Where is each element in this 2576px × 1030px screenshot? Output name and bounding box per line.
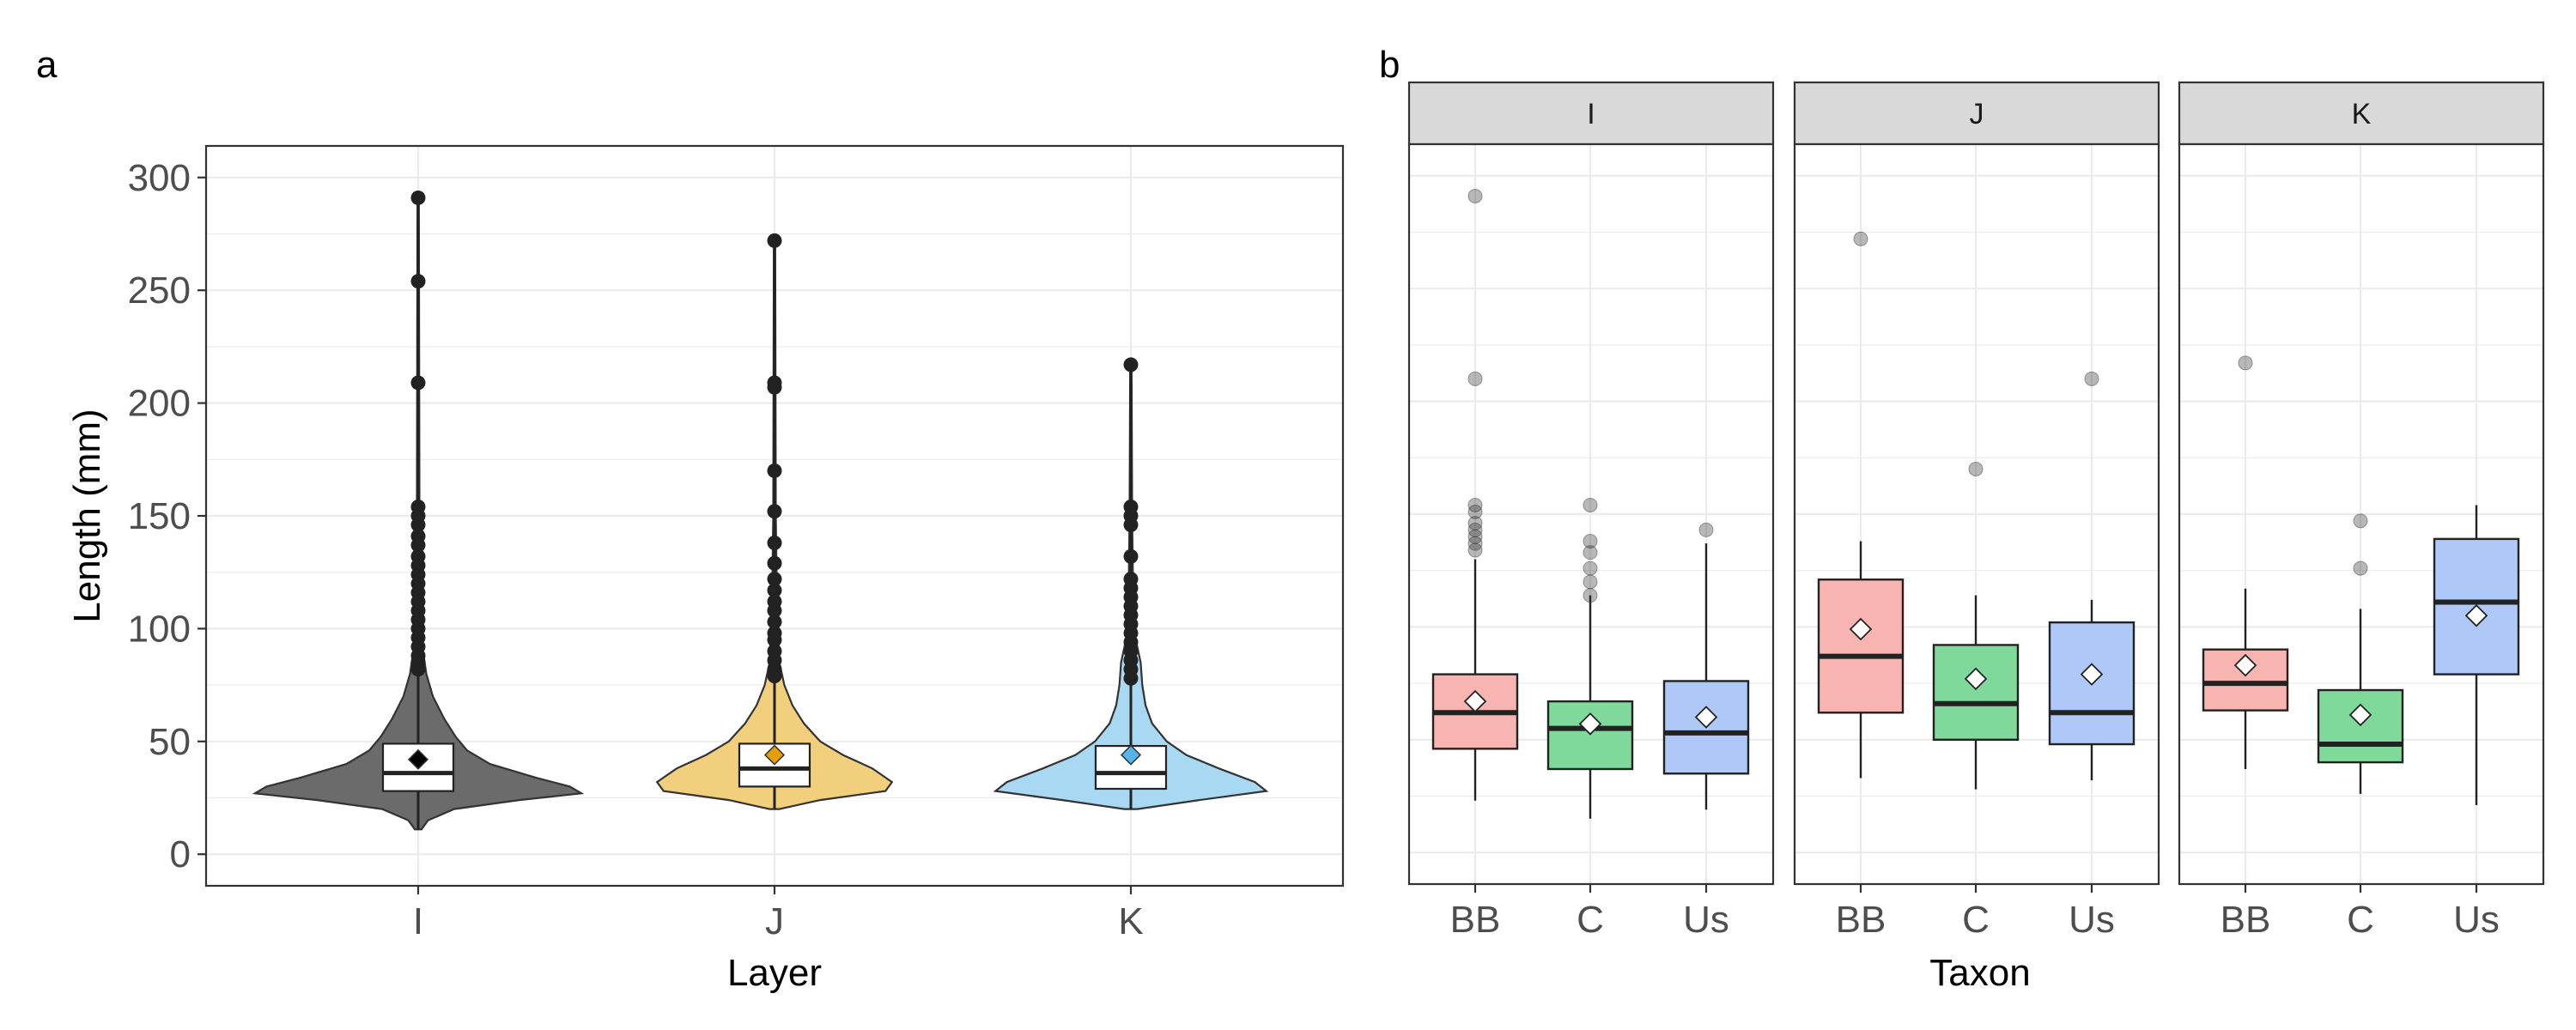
x-tick-label: Us (2069, 899, 2115, 941)
outlier-point (1467, 188, 1483, 203)
x-tick-label: K (1118, 900, 1143, 942)
mean-marker (1964, 667, 1988, 691)
outlier-point (1467, 536, 1483, 551)
y-axis-title: Length (mm) (66, 409, 108, 622)
x-axis-ticks: I J K (413, 886, 1144, 942)
outlier-point (767, 633, 782, 648)
x-tick-label: I (413, 900, 423, 942)
outlier-point (1583, 574, 1598, 590)
outlier-point (1123, 670, 1139, 686)
mean-marker (2080, 663, 2104, 686)
outlier-points (410, 190, 1139, 686)
mean-marker (1849, 617, 1873, 641)
outlier-point (1467, 516, 1483, 531)
mean-marker (2233, 653, 2257, 677)
outlier-point (1467, 529, 1483, 544)
outlier-point (1123, 518, 1139, 533)
outlier-point (410, 662, 426, 677)
y-tick-label: 0 (170, 833, 191, 876)
box-J-BB (1817, 579, 1905, 714)
outlier-point (1583, 560, 1598, 576)
x-tick-label: BB (2221, 899, 2271, 941)
outlier-point (410, 274, 426, 289)
facets: I J K (1407, 81, 2545, 886)
x-tick-label: J (765, 900, 784, 942)
outlier-point (1467, 542, 1483, 558)
x-axis-ticks: BB C Us BB C Us BB C Us (1450, 884, 2500, 941)
panel-a-tag: a (36, 44, 58, 86)
outlier-point (767, 555, 782, 571)
outlier-point (410, 518, 426, 533)
outlier-point (1583, 497, 1598, 512)
strip-J (1793, 81, 2160, 146)
outlier-point (767, 463, 782, 478)
mean-marker (2348, 703, 2372, 727)
outlier-point (1698, 522, 1714, 537)
mean-marker (1578, 712, 1602, 736)
x-axis-title: Layer (727, 952, 822, 994)
x-tick-label: C (2347, 899, 2374, 941)
inner-boxes (381, 197, 1168, 830)
outlier-point (410, 537, 426, 553)
outlier-point (1467, 497, 1483, 512)
outlier-point (767, 233, 782, 248)
outlier-point (2353, 513, 2368, 529)
y-tick-label: 100 (128, 608, 191, 650)
outlier-point (410, 375, 426, 391)
outlier-point (1583, 534, 1598, 549)
outlier-point (767, 615, 782, 630)
outlier-point (1123, 548, 1139, 564)
y-tick-label: 50 (149, 721, 191, 763)
mean-marker (1463, 689, 1487, 713)
outlier-point (2084, 371, 2099, 386)
mean-marker-I (407, 748, 429, 770)
y-axis-ticks: 0 50 100 150 200 250 300 (128, 157, 206, 876)
box-J-C (1932, 644, 2020, 742)
outlier-point (767, 379, 782, 395)
outlier-point (1467, 371, 1483, 386)
strip-label-K: K (2352, 98, 2372, 130)
panel-b-tag: b (1379, 44, 1400, 86)
x-tick-label: Us (1683, 899, 1729, 941)
y-tick-label: 300 (128, 157, 191, 199)
outlier-point (1467, 522, 1483, 537)
outlier-point (410, 190, 426, 205)
outlier-point (767, 603, 782, 618)
outlier-point (767, 536, 782, 551)
outlier-point (1583, 545, 1598, 560)
violin-chart: 0 50 100 150 200 250 300 I J K Layer Length (mm) (66, 144, 1345, 994)
facet-I: I (1407, 81, 1775, 886)
faceted-boxplot: I J K BB C Us BB C Us BB C Us Taxon (1407, 81, 2545, 994)
x-axis-title: Taxon (1929, 952, 2030, 994)
outlier-point (767, 572, 782, 587)
x-tick-label: C (1962, 899, 1990, 941)
outlier-point (1583, 588, 1598, 603)
x-tick-label: Us (2453, 899, 2500, 941)
outlier-point (767, 583, 782, 598)
strip-K (2178, 81, 2545, 146)
outlier-point (1467, 504, 1483, 519)
outlier-point (1123, 357, 1139, 373)
mean-marker (2464, 603, 2488, 627)
x-tick-label: C (1577, 899, 1604, 941)
mean-marker (1694, 706, 1718, 729)
strip-label-J: J (1970, 98, 1984, 130)
x-tick-label: BB (1836, 899, 1886, 941)
facet-J: J (1793, 81, 2160, 886)
outlier-point (1968, 461, 1984, 476)
outlier-point (1853, 231, 1868, 246)
y-tick-label: 250 (128, 270, 191, 312)
strip-label-I: I (1587, 98, 1595, 130)
outlier-point (767, 504, 782, 519)
mean-marker-J (763, 744, 786, 766)
y-tick-label: 200 (128, 383, 191, 425)
y-tick-label: 150 (128, 495, 191, 537)
outlier-point (2238, 355, 2253, 371)
outlier-point (2353, 560, 2368, 576)
outlier-point (767, 669, 782, 684)
mean-marker-K (1120, 744, 1142, 766)
facet-K: K (2178, 81, 2545, 886)
x-tick-label: BB (1450, 899, 1501, 941)
